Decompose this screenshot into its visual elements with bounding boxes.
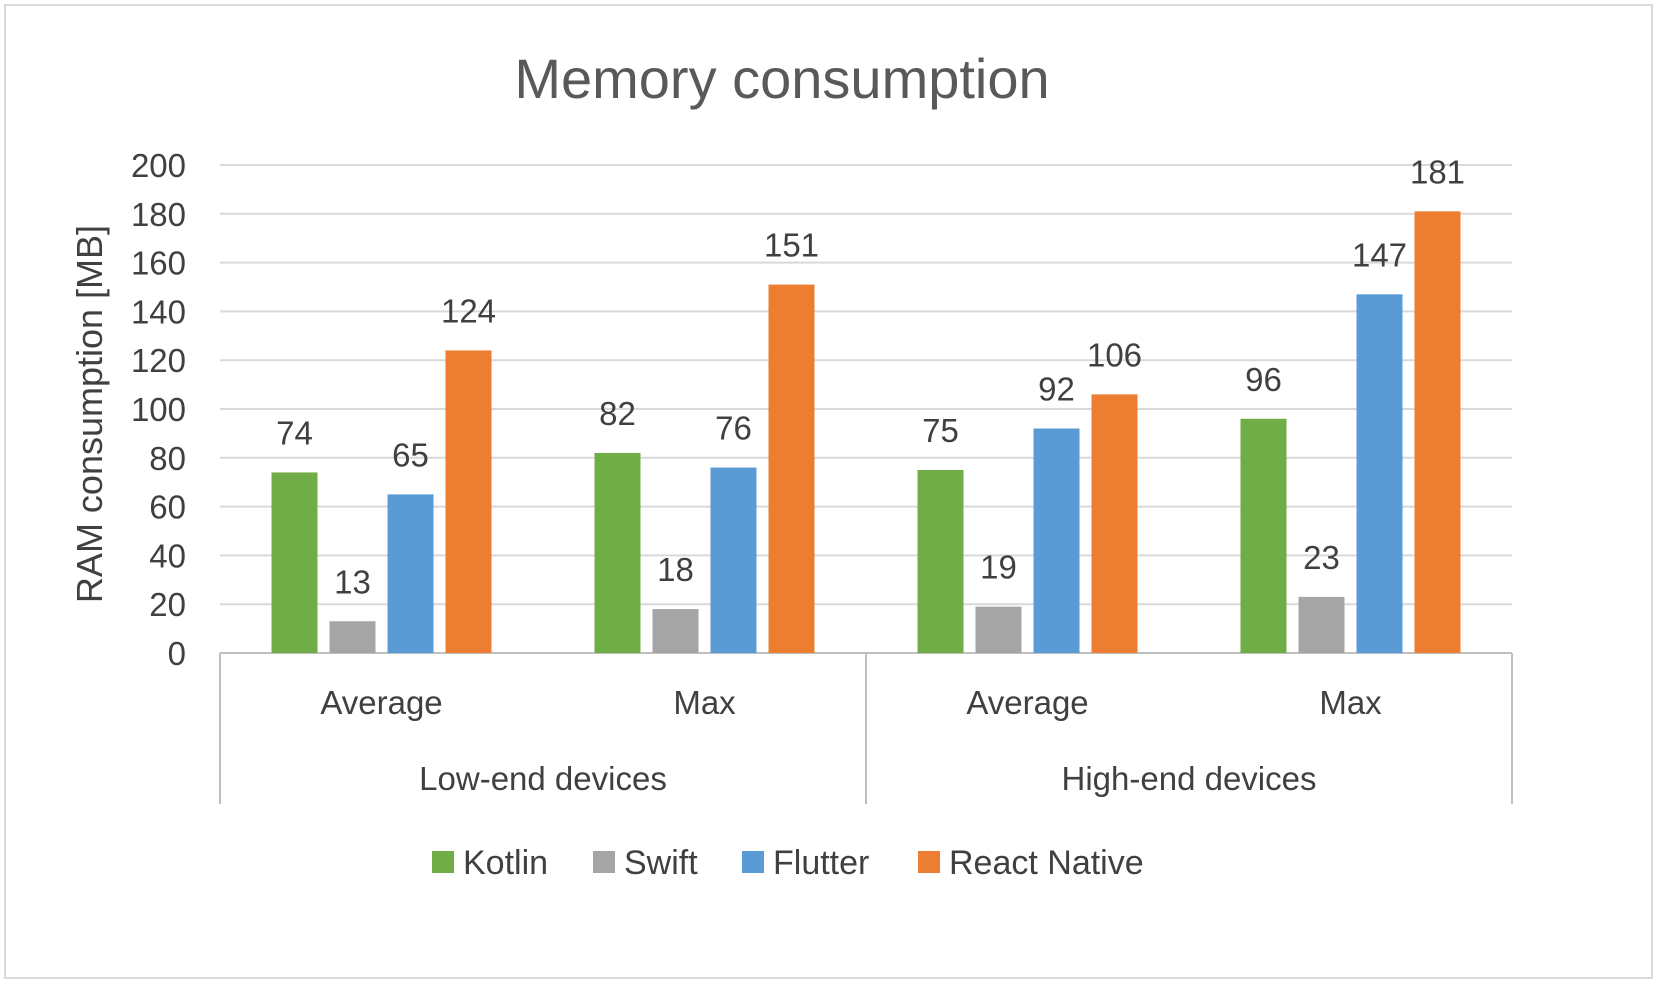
chart-title: Memory consumption	[514, 47, 1049, 110]
data-label: 76	[715, 410, 752, 447]
bar-react-native	[768, 284, 815, 653]
gridlines	[220, 164, 1512, 654]
data-label: 96	[1245, 361, 1282, 398]
bar-flutter	[387, 494, 434, 653]
legend-swatch	[593, 851, 615, 873]
data-label: 19	[980, 549, 1017, 586]
legend-label: Swift	[624, 844, 698, 882]
y-axis-label: RAM consumption [MB]	[69, 225, 110, 603]
y-tick-label: 80	[149, 440, 186, 477]
bar-react-native	[1414, 211, 1461, 654]
y-tick-label: 140	[131, 293, 186, 330]
legend-swatch	[432, 851, 454, 873]
data-label: 74	[276, 414, 313, 451]
y-tick-label: 60	[149, 489, 186, 526]
y-tick-label: 100	[131, 391, 186, 428]
legend-swatch	[742, 851, 764, 873]
data-label: 92	[1038, 371, 1075, 408]
data-label: 147	[1352, 236, 1407, 273]
y-tick-label: 0	[168, 635, 186, 672]
bar-kotlin	[917, 470, 964, 653]
y-tick-label: 160	[131, 245, 186, 282]
bar-kotlin	[1240, 418, 1287, 653]
data-label: 181	[1410, 153, 1465, 190]
x-group-label: High-end devices	[1062, 760, 1317, 797]
data-label: 106	[1087, 336, 1142, 373]
x-category-label: Average	[966, 684, 1088, 721]
legend-label: Kotlin	[463, 844, 548, 882]
y-tick-label: 40	[149, 537, 186, 574]
bar-react-native	[1091, 394, 1138, 653]
bar-flutter	[1356, 294, 1403, 653]
memory-consumption-chart: Memory consumption 0 20 40 60 80 100 120 140 160…	[69, 47, 1513, 882]
data-label: 65	[392, 436, 429, 473]
legend: Kotlin Swift Flutter React Native	[432, 844, 1144, 882]
bar-swift	[329, 621, 376, 653]
data-label: 151	[764, 227, 819, 264]
data-label: 18	[657, 551, 694, 588]
y-tick-label: 180	[131, 196, 186, 233]
y-tick-label: 120	[131, 342, 186, 379]
x-axis: Average Max Average Max Low-end devices High-…	[219, 653, 1513, 804]
y-tick-label: 20	[149, 586, 186, 623]
y-axis-ticks: 0 20 40 60 80 100 120 140 160 180 200	[131, 147, 186, 672]
bar-swift	[975, 606, 1022, 653]
legend-label: React Native	[949, 844, 1144, 882]
y-tick-label: 200	[131, 147, 186, 184]
data-label: 23	[1303, 539, 1340, 576]
bar-swift	[652, 609, 699, 653]
legend-label: Flutter	[773, 844, 869, 882]
bar-series	[271, 211, 1461, 654]
x-category-label: Average	[320, 684, 442, 721]
data-label: 75	[922, 412, 959, 449]
bar-flutter	[1033, 428, 1080, 653]
bar-kotlin	[271, 472, 318, 653]
data-labels: 74 13 65 124 82 18 76 151 75 19 92 106 96 23 147 181	[276, 153, 1465, 600]
chart-frame: Memory consumption 0 20 40 60 80 100 120 140 160…	[4, 4, 1653, 979]
bar-flutter	[710, 467, 757, 653]
x-group-label: Low-end devices	[419, 760, 667, 797]
bar-kotlin	[594, 452, 641, 653]
data-label: 124	[441, 292, 496, 329]
data-label: 82	[599, 395, 636, 432]
legend-swatch	[918, 851, 940, 873]
x-category-label: Max	[1319, 684, 1382, 721]
x-category-label: Max	[673, 684, 736, 721]
bar-react-native	[445, 350, 492, 653]
data-label: 13	[334, 563, 371, 600]
bar-swift	[1298, 596, 1345, 653]
